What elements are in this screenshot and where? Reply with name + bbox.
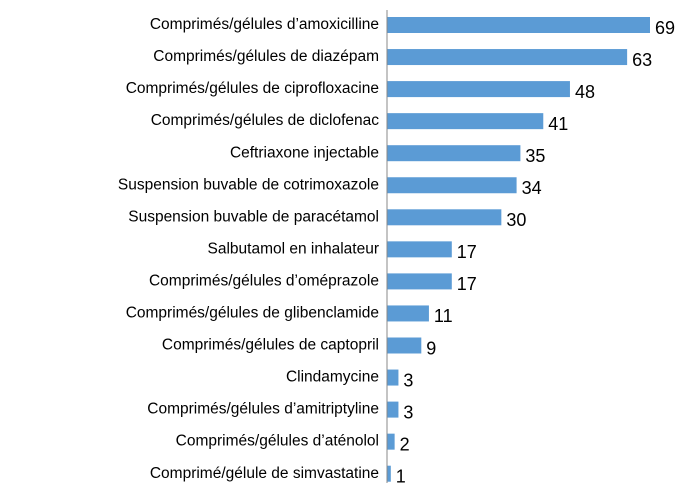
category-label: Comprimés/gélules de diazépam: [153, 48, 379, 65]
bar: [387, 81, 570, 98]
category-label: Comprimés/gélules de diclofenac: [151, 112, 380, 129]
bar: [387, 273, 452, 290]
category-label: Clindamycine: [286, 369, 379, 386]
bar: [387, 113, 544, 130]
value-label: 2: [400, 434, 410, 454]
value-label: 9: [426, 338, 436, 358]
bar: [387, 49, 628, 66]
bar: [387, 433, 395, 450]
value-label: 11: [434, 306, 453, 326]
category-label: Ceftriaxone injectable: [230, 144, 379, 161]
value-label: 63: [632, 50, 652, 70]
bar: [387, 17, 650, 33]
value-label: 48: [575, 82, 595, 102]
category-label: Comprimés/gélules d’oméprazole: [149, 272, 379, 289]
bar: [387, 177, 517, 194]
category-label: Comprimé/gélule de simvastatine: [150, 465, 379, 482]
category-label: Comprimés/gélules d’aténolol: [176, 433, 379, 450]
bar: [387, 209, 502, 226]
bar: [387, 401, 399, 418]
value-label: 69: [655, 18, 675, 38]
bar: [387, 241, 452, 258]
value-label: 17: [457, 274, 477, 294]
value-label: 30: [506, 210, 526, 230]
bar: [387, 305, 429, 322]
category-label: Comprimés/gélules de captopril: [162, 337, 379, 354]
category-label: Comprimés/gélules de glibenclamide: [126, 305, 379, 322]
value-label: 1: [396, 466, 406, 485]
value-label: 34: [522, 178, 542, 198]
value-label: 35: [525, 146, 545, 166]
bar: [387, 465, 391, 482]
bar: [387, 337, 422, 354]
category-label: Suspension buvable de cotrimoxazole: [118, 176, 379, 193]
bar: [387, 369, 399, 386]
category-label: Comprimés/gélules d’amoxicilline: [150, 16, 379, 33]
category-label: Comprimés/gélules d’amitriptyline: [147, 401, 379, 418]
category-label: Comprimés/gélules de ciprofloxacine: [126, 80, 379, 97]
category-label: Salbutamol en inhalateur: [208, 240, 379, 257]
value-label: 3: [403, 370, 413, 390]
bar: [387, 145, 521, 162]
value-label: 41: [548, 114, 568, 134]
category-label: Suspension buvable de paracétamol: [128, 208, 379, 225]
value-label: 17: [457, 242, 477, 262]
value-label: 3: [403, 402, 413, 422]
